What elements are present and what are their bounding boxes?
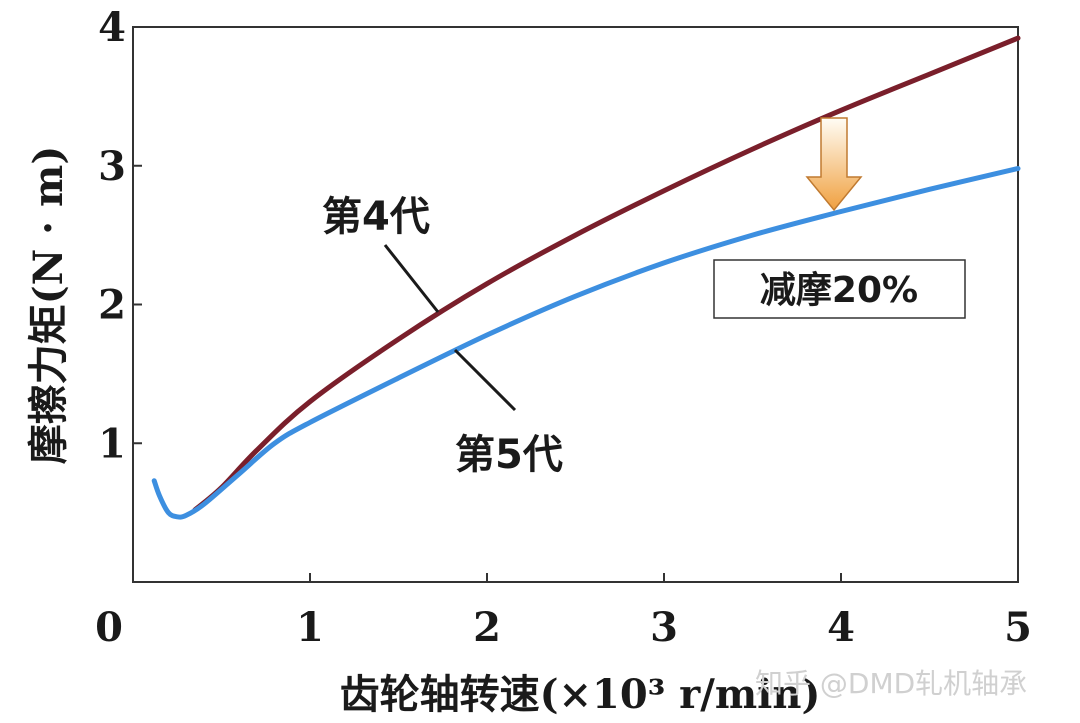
y-tick-label: 4 xyxy=(98,4,126,51)
x-tick-label: 4 xyxy=(827,604,855,651)
y-axis-ticks: 1 2 3 4 xyxy=(98,4,142,467)
x-axis-title: 齿轮轴转速(×10³ r/min) xyxy=(340,671,821,718)
y-axis-title: 摩擦力矩(N · m) xyxy=(25,146,72,465)
reduction-arrow-icon xyxy=(805,117,863,212)
series-line-gen5 xyxy=(151,166,1021,520)
series-4-label: 第4代 xyxy=(322,194,430,240)
x-tick-label: 1 xyxy=(296,604,324,651)
watermark: 知乎 @DMD轧机轴承 xyxy=(755,667,1027,700)
reduction-annotation-box xyxy=(713,259,966,319)
reduction-annotation-label: 减摩20% xyxy=(760,270,918,311)
x-tick-label: 0 xyxy=(95,604,123,651)
x-tick-label: 3 xyxy=(650,604,678,651)
y-tick-label: 3 xyxy=(98,143,126,190)
series-5-leader-line xyxy=(453,348,517,412)
series-5-label: 第5代 xyxy=(455,432,563,478)
series-4-leader-line xyxy=(383,244,440,313)
x-tick-label: 2 xyxy=(473,604,501,651)
y-tick-label: 2 xyxy=(98,282,126,329)
y-tick-label: 1 xyxy=(98,420,126,467)
series-line-gen4 xyxy=(192,35,1021,513)
x-tick-label: 5 xyxy=(1004,604,1032,651)
series-lines xyxy=(151,35,1021,520)
x-axis-ticks: 0 1 2 3 4 5 xyxy=(95,573,1032,651)
